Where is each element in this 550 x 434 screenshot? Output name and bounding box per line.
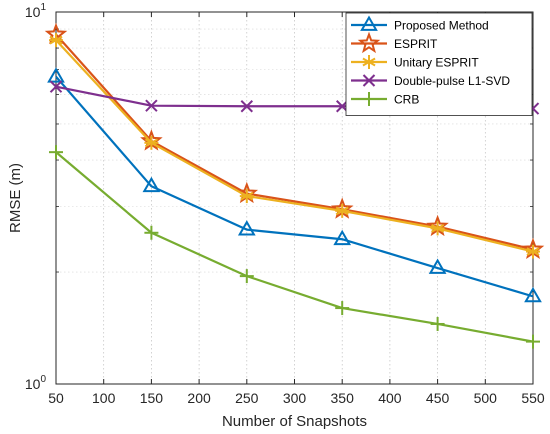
series-crb bbox=[49, 145, 540, 349]
series-unitary-esprit bbox=[49, 33, 540, 259]
data-point bbox=[49, 80, 63, 93]
x-tick-label: 400 bbox=[378, 390, 402, 406]
data-point bbox=[142, 176, 161, 193]
data-point bbox=[49, 145, 63, 160]
y-axis-label: RMSE (m) bbox=[7, 163, 24, 233]
legend-label: Double-pulse L1-SVD bbox=[394, 74, 510, 88]
y-tick-label: 101 bbox=[25, 2, 47, 20]
x-tick-label: 250 bbox=[235, 390, 259, 406]
legend-entry: CRB bbox=[351, 92, 419, 107]
x-tick-label: 150 bbox=[140, 390, 164, 406]
x-tick-label: 200 bbox=[187, 390, 211, 406]
series-line bbox=[55, 39, 534, 253]
data-point bbox=[335, 203, 350, 218]
data-point bbox=[145, 99, 158, 112]
data-point bbox=[524, 286, 542, 303]
legend-swatch-marker bbox=[362, 55, 376, 69]
legend-label: Unitary ESPRIT bbox=[394, 56, 479, 70]
series-layer bbox=[44, 22, 545, 349]
data-point bbox=[430, 221, 445, 236]
data-point bbox=[237, 220, 256, 236]
x-tick-label: 350 bbox=[331, 390, 355, 406]
data-point bbox=[526, 334, 540, 349]
legend-swatch-marker bbox=[360, 15, 378, 31]
legend-swatch-marker bbox=[362, 74, 376, 87]
legend-label: CRB bbox=[394, 93, 419, 107]
y-tick-label: 100 bbox=[25, 374, 47, 392]
legend-entry: Unitary ESPRIT bbox=[351, 55, 479, 70]
legend-entry: ESPRIT bbox=[351, 31, 438, 54]
legend-swatch-marker bbox=[362, 92, 376, 106]
data-point bbox=[144, 135, 159, 150]
data-point bbox=[144, 225, 159, 240]
x-tick-label: 300 bbox=[283, 390, 307, 406]
data-point bbox=[333, 229, 352, 246]
data-point bbox=[239, 269, 254, 284]
legend-entry: Proposed Method bbox=[351, 15, 489, 33]
series-line bbox=[55, 151, 534, 343]
legend-label: ESPRIT bbox=[394, 37, 438, 51]
x-tick-label: 450 bbox=[426, 390, 450, 406]
data-point bbox=[335, 301, 350, 316]
x-tick-label: 50 bbox=[48, 390, 64, 406]
data-point bbox=[47, 67, 65, 83]
series-proposed-method bbox=[47, 67, 542, 303]
series-line bbox=[55, 33, 534, 251]
data-point bbox=[430, 316, 445, 331]
data-point bbox=[49, 33, 63, 48]
legend-label: Proposed Method bbox=[394, 19, 489, 33]
data-point bbox=[428, 258, 447, 274]
data-point bbox=[526, 244, 540, 259]
legend-entry: Double-pulse L1-SVD bbox=[351, 74, 510, 88]
x-axis-label: Number of Snapshots bbox=[222, 413, 367, 430]
series-line bbox=[55, 75, 534, 298]
x-tick-label: 500 bbox=[474, 390, 498, 406]
legend: Proposed Method ESPRIT Unitary ESPRIT Doubl… bbox=[345, 12, 533, 116]
data-point bbox=[239, 189, 254, 204]
x-tick-label: 100 bbox=[92, 390, 116, 406]
x-tick-label: 550 bbox=[521, 390, 545, 406]
legend-swatch-marker bbox=[357, 31, 381, 54]
data-point bbox=[240, 100, 254, 113]
